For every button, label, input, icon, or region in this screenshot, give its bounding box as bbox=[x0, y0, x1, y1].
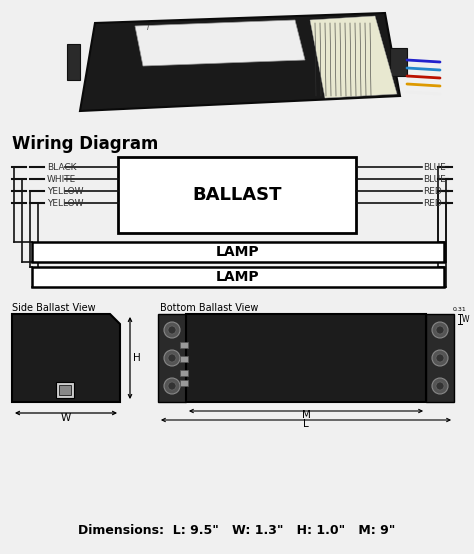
Polygon shape bbox=[390, 48, 407, 76]
Bar bbox=[59, 385, 71, 395]
Bar bbox=[180, 356, 188, 362]
Text: BLACK: BLACK bbox=[47, 162, 76, 172]
Text: YELLOW: YELLOW bbox=[47, 198, 83, 208]
Text: RED: RED bbox=[423, 198, 442, 208]
Polygon shape bbox=[310, 16, 397, 98]
Text: H: H bbox=[133, 353, 141, 363]
Text: BALLAST: BALLAST bbox=[192, 186, 282, 204]
Circle shape bbox=[436, 326, 444, 334]
Circle shape bbox=[436, 382, 444, 390]
Circle shape bbox=[436, 354, 444, 362]
Circle shape bbox=[432, 322, 448, 338]
Circle shape bbox=[168, 326, 176, 334]
Circle shape bbox=[164, 350, 180, 366]
Bar bbox=[426, 314, 454, 402]
Text: M: M bbox=[301, 410, 310, 420]
Text: W: W bbox=[61, 413, 71, 423]
Text: BLUE: BLUE bbox=[423, 162, 446, 172]
Bar bbox=[180, 370, 188, 376]
Bar bbox=[32, 267, 444, 287]
Polygon shape bbox=[135, 20, 305, 66]
Circle shape bbox=[164, 378, 180, 394]
Circle shape bbox=[168, 354, 176, 362]
Circle shape bbox=[164, 322, 180, 338]
Text: RED: RED bbox=[423, 187, 442, 196]
Text: Wiring Diagram: Wiring Diagram bbox=[12, 135, 158, 153]
Text: L: L bbox=[303, 419, 309, 429]
Bar bbox=[118, 157, 356, 233]
Text: LAMP: LAMP bbox=[216, 245, 260, 259]
Text: LAMP: LAMP bbox=[216, 270, 260, 284]
Bar bbox=[180, 342, 188, 348]
Bar bbox=[158, 314, 186, 402]
Text: Bottom Ballast View: Bottom Ballast View bbox=[160, 303, 258, 313]
Bar bbox=[56, 382, 74, 398]
Text: YELLOW: YELLOW bbox=[47, 187, 83, 196]
Circle shape bbox=[432, 378, 448, 394]
Polygon shape bbox=[12, 314, 120, 402]
Text: Dimensions:  L: 9.5"   W: 1.3"   H: 1.0"   M: 9": Dimensions: L: 9.5" W: 1.3" H: 1.0" M: 9… bbox=[78, 524, 396, 536]
Bar bbox=[32, 242, 444, 262]
Text: 0.31: 0.31 bbox=[453, 307, 467, 312]
Text: BLUE: BLUE bbox=[423, 175, 446, 183]
Bar bbox=[186, 314, 426, 402]
Text: Side Ballast View: Side Ballast View bbox=[12, 303, 96, 313]
Circle shape bbox=[168, 382, 176, 390]
Circle shape bbox=[432, 350, 448, 366]
Text: i: i bbox=[147, 25, 149, 31]
Polygon shape bbox=[80, 13, 400, 111]
Text: W: W bbox=[462, 315, 470, 324]
Bar bbox=[180, 380, 188, 386]
Polygon shape bbox=[67, 44, 80, 80]
Text: WHITE: WHITE bbox=[47, 175, 76, 183]
